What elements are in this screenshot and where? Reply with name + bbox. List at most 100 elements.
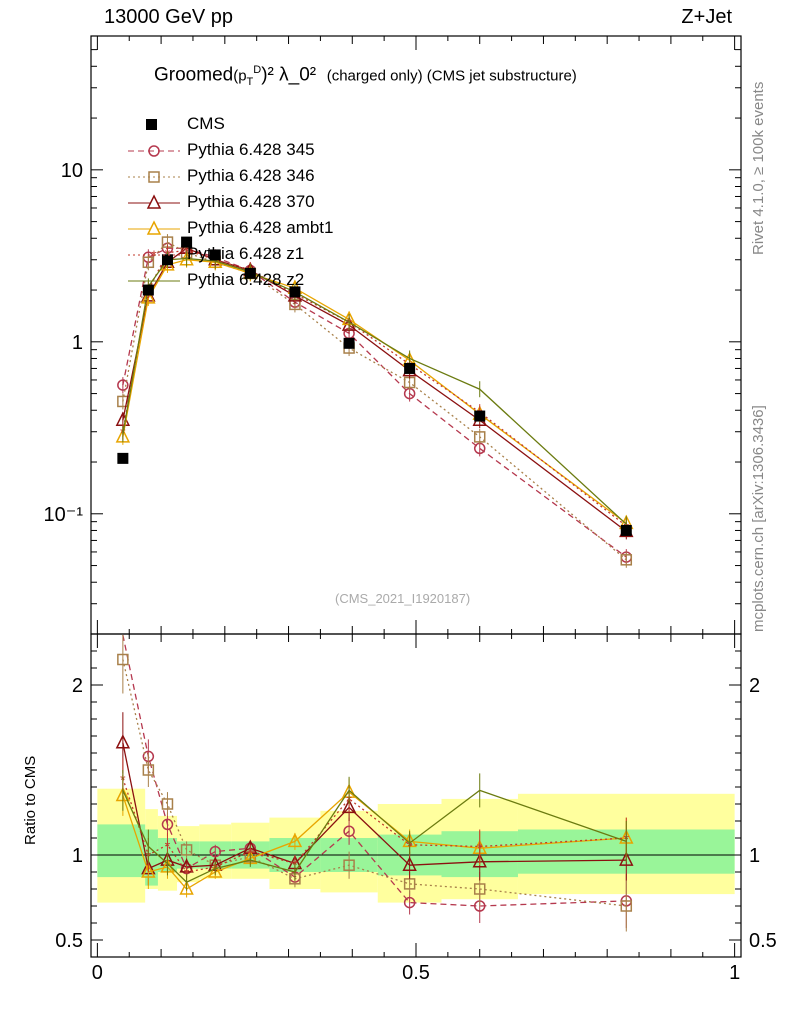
main-ytick-label-0: 10⁻¹ [44, 504, 84, 526]
data-point-7 [343, 337, 355, 349]
ratio-point-0-8 [403, 896, 416, 909]
legend-item-345: Pythia 6.428 345 [124, 138, 384, 164]
ratio-point-3-1 [141, 863, 156, 878]
main-ytick-label-1: 1 [72, 332, 83, 354]
ratio-line-series-4 [122, 778, 627, 873]
legend-label-z1: Pythia 6.428 z1 [187, 244, 305, 263]
legend-label-ambt1: Pythia 6.428 ambt1 [187, 218, 334, 237]
axes-group: 10⁻¹ 1 10 0.5 0.5 1 1 2 2 0 0.5 1 [44, 35, 777, 984]
legend-label-cms: CMS [187, 114, 225, 133]
plot-title: Groomed(pTD)² λ_0² (charged only) (CMS j… [154, 64, 577, 88]
main-point-1-10 [620, 554, 633, 566]
main-series-group: *********** [115, 234, 634, 568]
legend-marker-z2 [128, 280, 180, 282]
ratio-ytick-label-right-0: 0.5 [749, 930, 777, 952]
ratio-point-4-2: * [165, 838, 171, 854]
data-point-8 [404, 362, 416, 374]
main-line-series-4 [122, 249, 627, 527]
plot-title-sub: T [246, 76, 254, 89]
ratio-point-2-9 [472, 853, 487, 868]
ratio-point-2-8 [402, 856, 417, 871]
data-point-9 [474, 410, 486, 422]
legend-item-ambt1: Pythia 6.428 ambt1 [124, 216, 384, 242]
data-point-0 [117, 452, 129, 464]
ratio-point-3-6 [287, 832, 303, 848]
ratio-axis-label: Ratio to CMS [22, 755, 39, 845]
ratio-point-4-5: * [248, 845, 254, 861]
ratio-point-2-10 [619, 851, 634, 866]
xtick-label-0: 0 [92, 962, 103, 984]
plot-title-formula: (p [233, 67, 247, 85]
mcplots-label: mcplots.cern.ch [arXiv:1306.3436] [750, 405, 767, 632]
ratio-point-3-4 [208, 863, 223, 878]
xtick-label-2: 1 [729, 962, 740, 984]
header-energy-label: 13000 GeV pp [104, 6, 233, 28]
ratio-point-3-3 [179, 880, 194, 895]
data-point-3 [181, 236, 193, 248]
ratio-point-2-0 [115, 734, 131, 749]
main-point-3-1 [141, 289, 156, 304]
main-point-0-0 [117, 379, 129, 391]
data-point-10 [620, 524, 632, 536]
plot-title-prefix: Groomed [154, 64, 234, 86]
main-point-1-9 [473, 431, 486, 443]
ratio-point-4-3: * [184, 865, 190, 881]
legend-marker-ambt1 [128, 220, 180, 235]
ratio-point-1-3 [180, 844, 193, 856]
ratio-point-0-7 [343, 825, 355, 837]
legend-marker-z1: * [128, 247, 180, 263]
legend-item-z2: Pythia 6.428 z2 [124, 268, 384, 294]
xtick-label-1: 0.5 [402, 962, 430, 984]
ratio-point-1-8 [403, 878, 416, 890]
ratio-ytick-label-right-2: 2 [749, 675, 760, 697]
legend: CMS Pythia 6.428 345 Pythia 6.428 346 Py… [124, 112, 384, 294]
ratio-ytick-label-left-1: 1 [72, 845, 83, 867]
main-line-series-0 [122, 247, 627, 558]
ratio-point-4-9: * [477, 840, 483, 856]
svg-text:*: * [151, 247, 157, 263]
ratio-series-group: *********** [91, 634, 741, 932]
main-point-0-9 [473, 442, 486, 455]
legend-marker-370 [128, 194, 180, 209]
main-line-series-1 [122, 241, 627, 561]
ratio-ytick-label-left-2: 2 [72, 675, 83, 697]
main-point-1-1 [142, 256, 155, 269]
plot-title-formula-rest: )² λ_0² [261, 64, 317, 86]
main-ytick-label-2: 10 [61, 160, 83, 182]
plot-title-suffix: (charged only) (CMS jet substructure) [326, 67, 577, 85]
legend-marker-346 [128, 171, 180, 183]
legend-item-346: Pythia 6.428 346 [124, 164, 384, 190]
ratio-point-1-10 [620, 900, 633, 912]
legend-item-370: Pythia 6.428 370 [124, 190, 384, 216]
data-point-6 [289, 286, 301, 298]
data-point-1 [142, 284, 154, 296]
ratio-point-1-2 [161, 798, 174, 810]
legend-label-370: Pythia 6.428 370 [187, 192, 315, 211]
main-line-series-3 [122, 259, 627, 524]
rivet-version-label: Rivet 4.1.0, ≥ 100k events [750, 81, 767, 255]
data-point-4 [209, 249, 221, 261]
legend-marker-345 [128, 145, 180, 157]
ratio-ytick-label-left-0: 0.5 [55, 930, 83, 952]
ratio-ytick-label-right-1: 1 [749, 845, 760, 867]
legend-label-345: Pythia 6.428 345 [187, 140, 315, 159]
plot-title-sup: D [253, 64, 262, 76]
legend-label-z2: Pythia 6.428 z2 [187, 270, 305, 289]
main-line-series-5 [122, 257, 627, 525]
band-inner-0 [97, 824, 146, 878]
ratio-point-1-1 [142, 764, 155, 776]
ratio-point-1-9 [473, 883, 486, 895]
ratio-point-1-0 [117, 653, 129, 666]
analysis-watermark: (CMS_2021_I1920187) [335, 591, 471, 606]
data-point-2 [161, 254, 173, 266]
data-point-5 [244, 267, 256, 279]
ratio-point-1-7 [343, 859, 355, 871]
legend-item-cms: CMS [124, 112, 384, 138]
ratio-point-0-2 [161, 818, 174, 831]
legend-marker-cms [146, 119, 157, 130]
legend-item-z1: * Pythia 6.428 z1 [124, 242, 384, 268]
legend-label-346: Pythia 6.428 346 [187, 166, 315, 185]
header-process-label: Z+Jet [681, 6, 732, 28]
ratio-point-0-4 [209, 845, 222, 858]
